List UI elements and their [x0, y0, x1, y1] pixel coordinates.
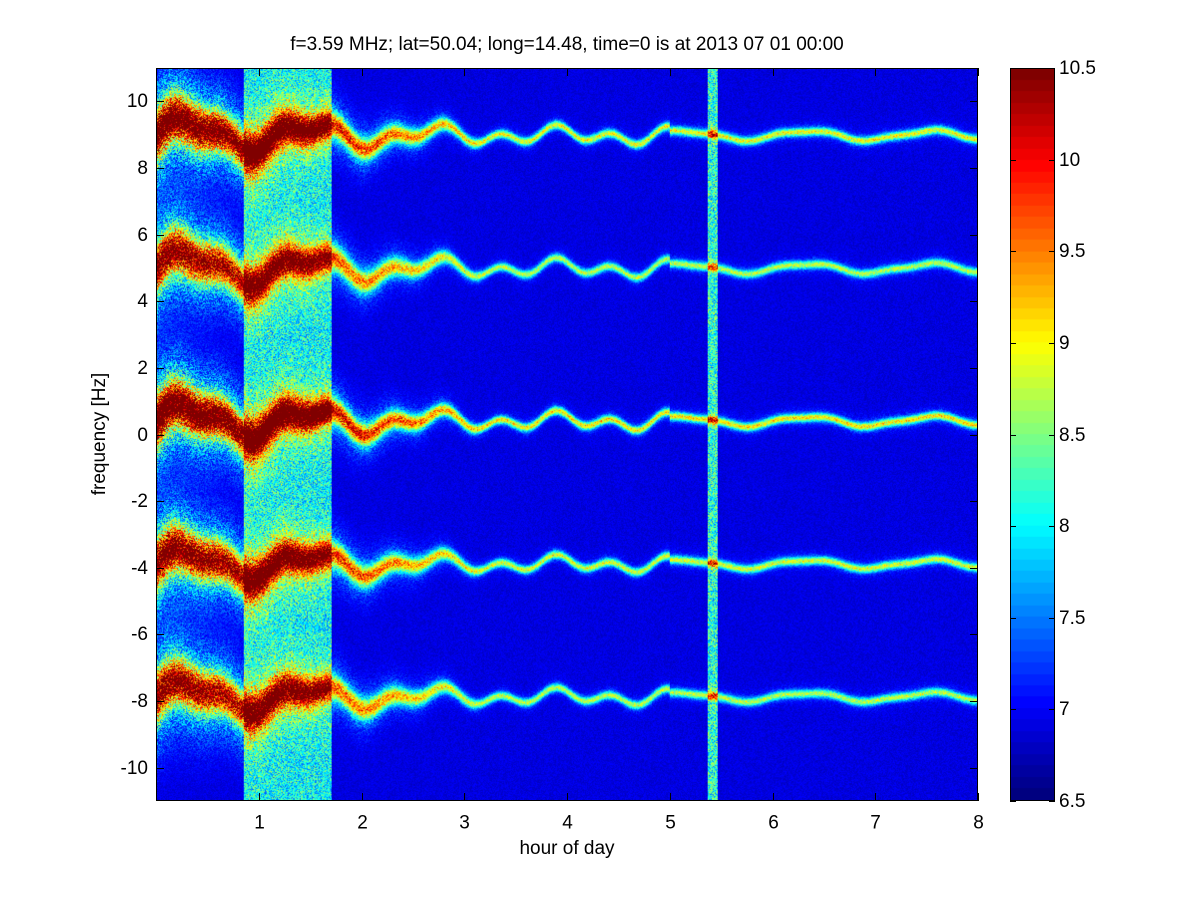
- plot-area: [156, 68, 978, 801]
- y-tick-label: 0: [137, 425, 148, 446]
- colorbar: [1010, 68, 1055, 801]
- x-axis-label: hour of day: [519, 838, 615, 859]
- x-tick-label: 3: [459, 813, 470, 834]
- x-tick-label: 4: [562, 813, 573, 834]
- colorbar-tick-label: 8.5: [1059, 425, 1085, 446]
- colorbar-gradient: [1011, 69, 1054, 800]
- y-tick-label: 10: [127, 91, 148, 112]
- y-tick-label: -8: [131, 691, 148, 712]
- y-tick-label: 8: [137, 158, 148, 179]
- colorbar-tick-label: 7.5: [1059, 608, 1085, 629]
- spectrogram-heatmap: [157, 69, 977, 800]
- y-tick-label: 2: [137, 358, 148, 379]
- y-tick-label: -4: [131, 558, 148, 579]
- colorbar-tick-label: 9.5: [1059, 241, 1085, 262]
- x-tick-label: 7: [870, 813, 881, 834]
- chart-title: f=3.59 MHz; lat=50.04; long=14.48, time=…: [290, 34, 844, 55]
- y-tick-label: -2: [131, 491, 148, 512]
- colorbar-tick-label: 10: [1059, 150, 1080, 171]
- x-tick-label: 1: [254, 813, 265, 834]
- x-tick-label: 2: [357, 813, 368, 834]
- colorbar-tick-label: 6.5: [1059, 791, 1085, 812]
- y-tick-label: -10: [121, 758, 148, 779]
- colorbar-tick-label: 7: [1059, 699, 1070, 720]
- y-axis-label: frequency [Hz]: [89, 372, 110, 496]
- y-tick-label: -6: [131, 624, 148, 645]
- colorbar-tick-label: 9: [1059, 333, 1070, 354]
- colorbar-tick-label: 10.5: [1059, 58, 1096, 79]
- x-tick-label: 8: [973, 813, 984, 834]
- x-tick-label: 5: [665, 813, 676, 834]
- y-tick-label: 4: [137, 291, 148, 312]
- colorbar-tick-label: 8: [1059, 516, 1070, 537]
- x-tick-label: 6: [768, 813, 779, 834]
- y-tick-label: 6: [137, 225, 148, 246]
